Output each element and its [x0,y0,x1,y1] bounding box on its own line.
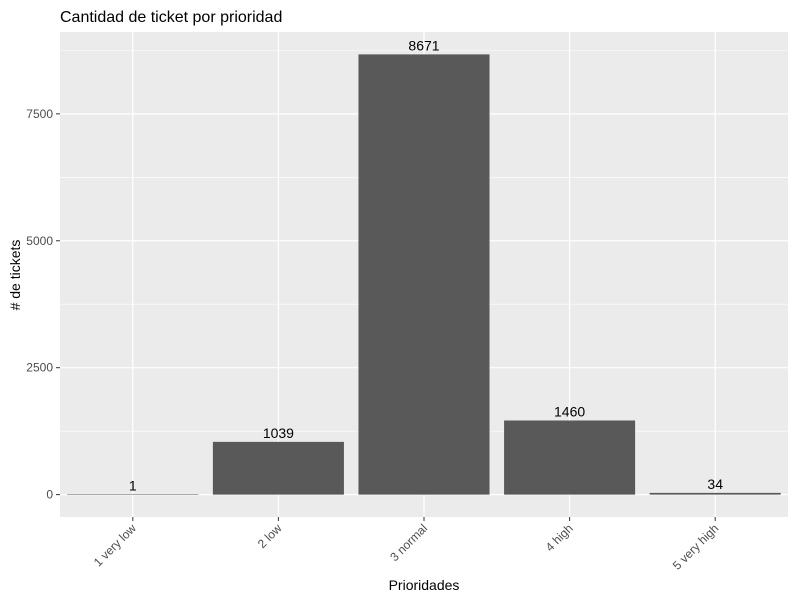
x-tick-label: 1 very low [91,521,139,569]
bar-5 [649,492,781,495]
y-axis: 0 2500 5000 7500 [26,107,60,502]
bar-2 [212,441,344,495]
x-tick-label: 2 low [255,521,285,551]
data-label-3: 8671 [408,37,439,53]
data-labels: 1 1039 8671 1460 34 [129,37,723,493]
x-axis: 1 very low 2 low 3 normal 4 high 5 very high [91,517,721,573]
bar-3 [358,54,490,495]
x-tick-label: 3 normal [387,521,430,564]
data-label-5: 34 [707,476,723,492]
data-label-1: 1 [129,478,137,494]
y-axis-title: # de tickets [7,240,23,311]
x-tick-label: 5 very high [670,521,721,572]
y-tick-label: 7500 [26,107,53,121]
data-label-2: 1039 [263,425,294,441]
chart-title: Cantidad de ticket por prioridad [60,9,282,26]
y-tick-label: 5000 [26,234,53,248]
bar-1 [67,494,199,495]
x-axis-title: Prioridades [389,577,460,593]
y-tick-label: 0 [46,488,53,502]
x-tick-label: 4 high [543,521,576,554]
bar-4 [504,420,636,495]
data-label-4: 1460 [554,403,585,419]
bars [67,54,781,495]
y-tick-label: 2500 [26,361,53,375]
